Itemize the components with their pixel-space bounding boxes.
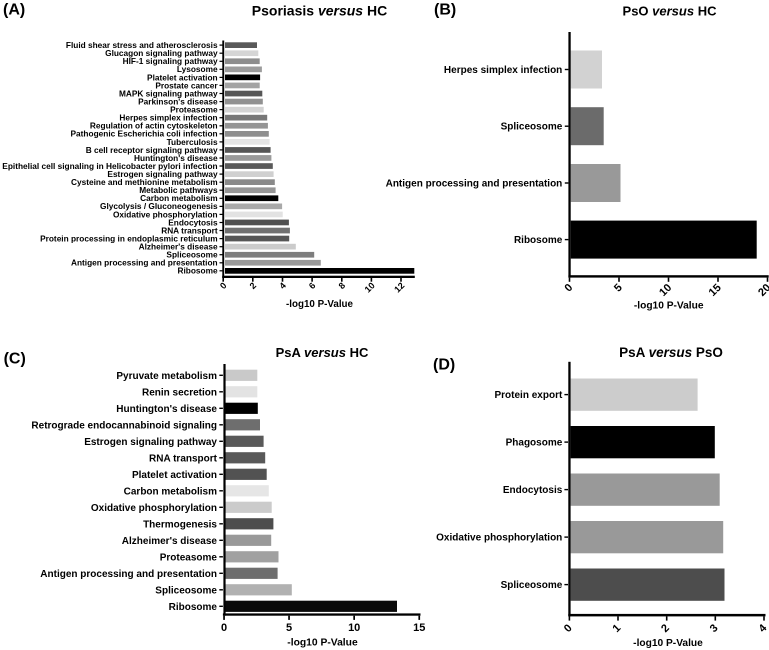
svg-text:Estrogen signaling pathway: Estrogen signaling pathway [107, 169, 218, 179]
svg-text:Oxidative phosphorylation: Oxidative phosphorylation [113, 209, 218, 219]
svg-text:Antigen processing and present: Antigen processing and presentation [71, 258, 218, 268]
svg-text:4: 4 [277, 280, 288, 291]
svg-text:Lysosome: Lysosome [177, 64, 218, 74]
svg-text:(C): (C) [4, 351, 26, 368]
svg-text:Proteasome: Proteasome [170, 105, 218, 115]
svg-text:Retrograde endocannabinoid sig: Retrograde endocannabinoid signaling [31, 420, 217, 431]
svg-text:10: 10 [363, 280, 377, 294]
svg-text:Phagosome: Phagosome [506, 438, 563, 449]
svg-text:PsO versus HC: PsO versus HC [623, 4, 718, 19]
svg-text:Pyruvate metabolism: Pyruvate metabolism [116, 371, 217, 382]
svg-text:(A): (A) [3, 1, 25, 18]
svg-text:Fluid shear stress and atheros: Fluid shear stress and atherosclerosis [66, 40, 218, 50]
svg-text:Thermogenesis: Thermogenesis [143, 519, 217, 530]
svg-text:-log10 P-Value: -log10 P-Value [287, 637, 358, 648]
svg-text:(B): (B) [434, 1, 456, 18]
svg-text:Metabolic pathways: Metabolic pathways [139, 185, 218, 195]
svg-text:Endocytosis: Endocytosis [168, 217, 218, 227]
svg-text:Ribosome: Ribosome [514, 235, 563, 246]
svg-text:Ribosome: Ribosome [177, 266, 217, 276]
svg-text:5: 5 [286, 622, 292, 634]
svg-text:Tuberculosis: Tuberculosis [167, 137, 218, 147]
svg-text:Epithelial cell signaling in H: Epithelial cell signaling in Helicobacte… [2, 161, 217, 171]
svg-text:15: 15 [413, 622, 425, 634]
svg-text:0: 0 [218, 280, 229, 291]
svg-text:Herpes simplex infection: Herpes simplex infection [119, 113, 217, 123]
svg-text:MAPK signaling pathway: MAPK signaling pathway [119, 88, 218, 98]
svg-text:Oxidative phosphorylation: Oxidative phosphorylation [91, 503, 217, 514]
svg-text:2: 2 [248, 280, 259, 291]
svg-text:Proteasome: Proteasome [160, 552, 218, 563]
svg-text:HIF-1 signaling pathway: HIF-1 signaling pathway [123, 56, 218, 66]
svg-text:12: 12 [392, 280, 406, 294]
svg-text:Pathogenic Escherichia coli in: Pathogenic Escherichia coli infection [71, 129, 218, 139]
svg-text:Platelet activation: Platelet activation [147, 72, 218, 82]
svg-text:-log10 P-Value: -log10 P-Value [633, 638, 703, 649]
svg-text:8: 8 [337, 280, 348, 291]
svg-text:Huntington's disease: Huntington's disease [116, 404, 217, 415]
svg-text:Platelet activation: Platelet activation [132, 470, 217, 481]
svg-text:Antigen processing and present: Antigen processing and presentation [386, 179, 563, 190]
svg-text:Protein export: Protein export [495, 390, 563, 401]
svg-text:Protein processing in endoplas: Protein processing in endoplasmic reticu… [40, 234, 218, 244]
svg-text:Huntington's disease: Huntington's disease [134, 153, 218, 163]
svg-text:Spliceosome: Spliceosome [166, 250, 218, 260]
svg-text:Spliceosome: Spliceosome [501, 122, 563, 133]
svg-text:(D): (D) [433, 356, 455, 373]
svg-text:Spliceosome: Spliceosome [155, 585, 217, 596]
svg-text:Estrogen signaling pathway: Estrogen signaling pathway [84, 437, 217, 448]
svg-text:Carbon metabolism: Carbon metabolism [124, 486, 217, 497]
svg-text:Carbon metabolism: Carbon metabolism [140, 193, 217, 203]
svg-text:PsA versus HC: PsA versus HC [276, 345, 369, 360]
svg-text:Renin secretion: Renin secretion [142, 387, 217, 398]
svg-text:Alzheimer's disease: Alzheimer's disease [139, 242, 218, 252]
svg-text:Oxidative phosphorylation: Oxidative phosphorylation [436, 533, 562, 544]
svg-text:0: 0 [221, 622, 227, 634]
svg-text:Glucagon signaling pathway: Glucagon signaling pathway [105, 48, 218, 58]
svg-text:Herpes simplex infection: Herpes simplex infection [444, 65, 562, 76]
svg-text:20: 20 [756, 282, 769, 299]
svg-text:Regulation of actin cytoskelet: Regulation of actin cytoskeleton [90, 121, 218, 131]
svg-text:-log10 P-Value: -log10 P-Value [634, 301, 704, 312]
svg-text:RNA transport: RNA transport [161, 225, 218, 235]
svg-text:10: 10 [348, 622, 360, 634]
svg-text:Spliceosome: Spliceosome [501, 580, 563, 591]
svg-text:Glycolysis / Gluconeogenesis: Glycolysis / Gluconeogenesis [100, 201, 218, 211]
svg-text:6: 6 [307, 280, 318, 291]
svg-text:Endocytosis: Endocytosis [503, 485, 563, 496]
svg-text:Alzheimer's disease: Alzheimer's disease [122, 536, 218, 547]
svg-text:Ribosome: Ribosome [169, 602, 218, 613]
svg-text:-log10 P-Value: -log10 P-Value [286, 299, 354, 310]
svg-text:Psoriasis versus HC: Psoriasis versus HC [252, 3, 387, 19]
svg-text:B cell receptor signaling path: B cell receptor signaling pathway [86, 145, 218, 155]
svg-text:RNA transport: RNA transport [149, 453, 218, 464]
svg-text:PsA versus PsO: PsA versus PsO [619, 345, 723, 360]
svg-text:Parkinson's disease: Parkinson's disease [138, 97, 218, 107]
svg-text:Prostate cancer: Prostate cancer [155, 80, 218, 90]
svg-text:Antigen processing and present: Antigen processing and presentation [40, 569, 217, 580]
svg-text:Cysteine and methionine metabo: Cysteine and methionine metabolism [71, 177, 218, 187]
